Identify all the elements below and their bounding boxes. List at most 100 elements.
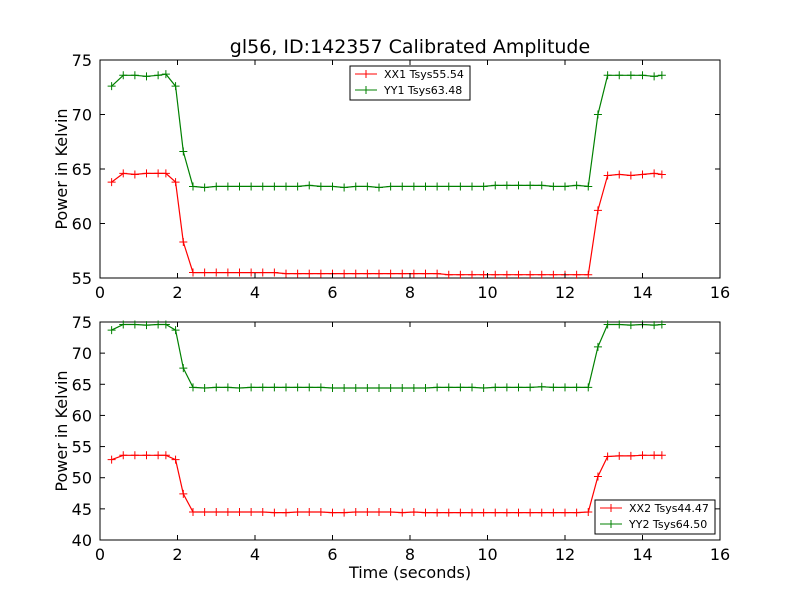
- bottom-y-axis-label: Power in Kelvin: [52, 370, 71, 491]
- bottom-series-0-point: [189, 507, 197, 516]
- top-x-tick-label: 14: [632, 283, 652, 302]
- bottom-series-0-point: [584, 507, 593, 516]
- bottom-y-tick-label: 75: [72, 313, 92, 332]
- top-legend-marker-xx1: [362, 70, 370, 78]
- top-series-1-point: [603, 71, 612, 80]
- bottom-series-0-point: [572, 508, 581, 517]
- top-series-0-point: [375, 269, 383, 278]
- top-series-1-point: [171, 82, 180, 91]
- top-series-0-point: [502, 270, 511, 279]
- bottom-series-1-point: [468, 383, 476, 392]
- top-series-0-point: [247, 268, 256, 277]
- top-series-1-point: [154, 71, 163, 80]
- bottom-series-0-point: [386, 507, 395, 516]
- top-series-0-point: [316, 269, 325, 278]
- bottom-series-1-point: [615, 320, 624, 329]
- top-series-1-point: [130, 71, 139, 80]
- top-series-layer: [107, 70, 666, 279]
- bottom-series-1-point: [179, 364, 188, 373]
- bottom-series-0-point: [526, 508, 535, 517]
- bottom-series-0-point: [130, 451, 139, 460]
- bottom-series-0-point: [200, 507, 209, 516]
- bottom-y-tick-label: 60: [72, 406, 92, 425]
- bottom-series-0-point: [561, 508, 569, 517]
- top-series-1-point: [119, 71, 128, 80]
- top-series-1-point: [142, 72, 151, 81]
- top-series-0-point: [421, 269, 430, 278]
- top-series-0-point: [650, 169, 659, 178]
- top-series-0-point: [212, 268, 221, 277]
- top-series-0-point: [549, 270, 558, 279]
- top-series-1-point: [491, 181, 500, 190]
- top-series-0-point: [363, 269, 372, 278]
- top-series-1-point: [386, 182, 395, 191]
- bottom-series-1-point: [603, 320, 612, 329]
- top-series-1-point: [502, 181, 511, 190]
- bottom-x-tick-label: 6: [327, 545, 337, 564]
- top-series-0-point: [270, 268, 279, 277]
- bottom-series-1-point: [584, 383, 593, 392]
- bottom-series-0-point: [179, 489, 188, 498]
- top-series-1-point: [189, 182, 197, 191]
- bottom-series-0-point: [549, 508, 558, 517]
- bottom-series-0-point: [603, 452, 612, 461]
- top-series-1-point: [584, 182, 593, 191]
- bottom-legend-label-xx2: XX2 Tsys44.47: [629, 502, 709, 515]
- top-series-0-point: [526, 270, 535, 279]
- top-series-1-point: [409, 182, 418, 191]
- bottom-series-1-point: [409, 384, 418, 393]
- top-series-1-point: [107, 82, 116, 91]
- bottom-series-1-point: [189, 383, 197, 392]
- bottom-x-tick-label: 0: [95, 545, 105, 564]
- bottom-series-1-point: [537, 382, 546, 391]
- top-x-tick-label: 8: [405, 283, 415, 302]
- top-series-0-point: [293, 269, 302, 278]
- bottom-series-0-point: [223, 507, 232, 516]
- bottom-series-1-point: [491, 383, 500, 392]
- bottom-series-1-point: [200, 384, 209, 393]
- top-series-0-point: [305, 269, 314, 278]
- top-x-tick-label: 0: [95, 283, 105, 302]
- bottom-series-1-point: [363, 384, 372, 393]
- bottom-series-1-point: [316, 383, 325, 392]
- bottom-series-0-point: [107, 455, 116, 464]
- bottom-series-1-point: [549, 383, 558, 392]
- bottom-series-1-point: [561, 383, 569, 392]
- top-series-1-point: [650, 72, 659, 81]
- bottom-series-1-point: [130, 320, 139, 329]
- bottom-series-1-point: [305, 383, 314, 392]
- bottom-series-1-point: [572, 383, 581, 392]
- figure-title: gl56, ID:142357 Calibrated Amplitude: [230, 36, 590, 58]
- bottom-series-0-point: [433, 508, 442, 517]
- top-x-tick-label: 6: [327, 283, 337, 302]
- top-series-1-point: [444, 182, 453, 191]
- bottom-y-tick-label: 55: [72, 438, 92, 457]
- bottom-series-0-point: [615, 451, 624, 460]
- top-legend-box: [349, 65, 471, 101]
- top-series-1-point: [615, 71, 624, 80]
- bottom-series-0-point: [247, 507, 256, 516]
- bottom-x-tick-label: 10: [477, 545, 497, 564]
- bottom-series-0-point: [328, 508, 337, 517]
- bottom-subplot: 0 2 4 6 8 10 12 14 16 40 45 50 55 60 65 70 75 Power in K…: [52, 313, 730, 582]
- top-series-1-point: [200, 183, 209, 192]
- top-series-0-point: [154, 169, 163, 178]
- top-series-1-point: [421, 182, 430, 191]
- bottom-series-0-point: [142, 451, 151, 460]
- top-legend-label-xx1: XX1 Tsys55.54: [384, 68, 464, 81]
- top-series-0-point: [340, 269, 349, 278]
- top-series-1-point: [235, 182, 244, 191]
- bottom-legend-box: [594, 499, 716, 535]
- top-series-0-point: [584, 270, 593, 279]
- bottom-series-1-point: [626, 321, 635, 330]
- top-y-tick-label: 60: [72, 215, 92, 234]
- bottom-legend-marker-yy2: [607, 520, 615, 528]
- top-series-1-point: [212, 182, 221, 191]
- top-series-1-point: [363, 182, 372, 191]
- top-series-1-point: [526, 181, 535, 190]
- bottom-series-0-point: [444, 508, 453, 517]
- bottom-x-tick-label: 14: [632, 545, 652, 564]
- top-series-0-point: [626, 171, 635, 180]
